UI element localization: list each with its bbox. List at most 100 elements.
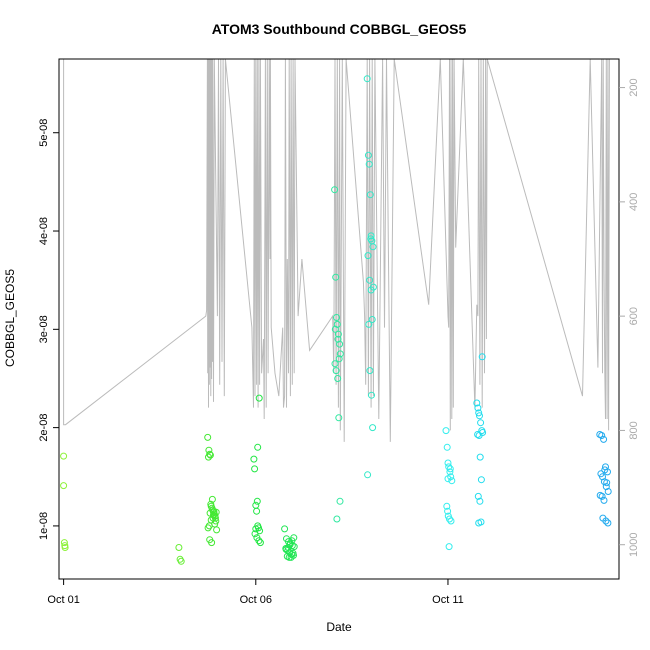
data-point-3-11	[252, 525, 260, 533]
y2-tick-label-2: 600	[628, 307, 640, 325]
data-point-8-15	[478, 353, 486, 361]
data-point-7-0	[442, 427, 450, 435]
data-point-9-15	[599, 514, 607, 522]
data-point-6-16	[367, 235, 375, 243]
data-point-9-16	[601, 466, 609, 474]
data-point-5-2	[333, 314, 340, 321]
data-point-0-2	[60, 539, 68, 547]
data-point-8-7	[474, 431, 482, 438]
data-point-8-11	[474, 492, 482, 500]
data-point-7-3	[445, 463, 453, 471]
data-point-8-2	[475, 409, 483, 417]
data-point-3-7	[251, 530, 259, 538]
data-point-5-6	[336, 350, 344, 358]
data-point-5-5	[336, 340, 344, 348]
data-point-7-2	[444, 459, 452, 467]
data-point-3-12	[254, 443, 262, 451]
data-point-9-1	[598, 432, 606, 439]
scatter-points-layer	[60, 75, 612, 565]
data-point-3-9	[255, 537, 263, 545]
data-point-5-1	[332, 273, 340, 281]
data-point-5-9	[334, 375, 342, 382]
data-point-5-7	[331, 360, 339, 368]
data-point-7-13	[446, 465, 454, 473]
data-point-7-7	[443, 502, 451, 510]
plot-frame	[58, 58, 620, 580]
axes-layer: Oct 01 Oct 06 Oct 11 1e-08 2e-08 3e-08 4e-08 5e…	[38, 78, 640, 606]
data-point-5-10	[335, 414, 343, 422]
data-point-8-1	[474, 404, 482, 412]
data-point-6-3	[366, 191, 374, 199]
data-point-3-3	[253, 507, 261, 515]
data-point-6-2	[365, 160, 373, 168]
data-point-5-8	[332, 367, 340, 375]
data-point-2-3	[206, 451, 214, 459]
data-point-8-3	[476, 412, 483, 420]
data-point-3-1	[251, 465, 259, 473]
data-point-4-12	[285, 553, 293, 561]
data-point-0-1	[60, 482, 68, 490]
data-point-9-12	[600, 496, 608, 504]
data-point-5-14	[331, 325, 339, 333]
data-point-8-14	[475, 519, 483, 527]
data-point-6-0	[363, 75, 371, 83]
y2-tick-label-4: 1000	[628, 532, 640, 556]
data-point-9-14	[604, 519, 612, 527]
data-point-6-1	[364, 151, 372, 159]
data-point-8-12	[476, 497, 484, 505]
data-point-9-17	[603, 479, 611, 487]
data-point-4-0	[281, 525, 289, 533]
chart-title: ATOM3 Southbound COBBGL_GEOS5	[212, 21, 467, 37]
data-point-2-13	[207, 500, 215, 508]
y2-tick-label-1: 400	[628, 193, 640, 211]
data-point-7-10	[447, 517, 455, 525]
y2-tick-label-0: 200	[628, 78, 640, 96]
y-tick-label-3: 4e-08	[38, 217, 50, 245]
data-point-5-0	[331, 186, 339, 194]
x-tick-label-0: Oct 01	[47, 594, 79, 606]
data-point-2-14	[208, 495, 216, 503]
data-point-3-2	[252, 501, 260, 509]
data-point-2-17	[213, 526, 221, 534]
data-point-6-15	[364, 471, 372, 479]
data-point-7-9	[446, 515, 453, 523]
y-tick-label-4: 5e-08	[38, 119, 50, 147]
data-point-3-10	[256, 539, 264, 547]
data-point-6-11	[365, 320, 373, 328]
data-point-0-4	[61, 544, 69, 551]
data-point-2-26	[210, 511, 217, 519]
data-point-7-6	[448, 477, 456, 485]
data-point-0-0	[60, 452, 68, 460]
y-axis-label: COBBGL_GEOS5	[3, 269, 17, 367]
data-point-2-19	[208, 539, 216, 547]
y-tick-label-0: 1e-08	[38, 512, 50, 540]
data-point-4-17	[286, 541, 294, 549]
data-point-4-13	[287, 553, 295, 561]
data-point-5-15	[335, 355, 343, 363]
data-point-4-14	[289, 549, 297, 557]
data-point-6-12	[366, 367, 374, 375]
data-point-2-1	[205, 446, 213, 454]
data-point-7-12	[445, 543, 453, 551]
data-point-2-0	[204, 433, 212, 441]
data-point-8-8	[475, 432, 483, 439]
x-tick-label-1: Oct 06	[240, 594, 272, 606]
data-point-4-15	[282, 546, 290, 553]
data-point-7-4	[446, 468, 454, 476]
y-tick-label-2: 3e-08	[38, 315, 50, 343]
data-point-7-1	[443, 443, 451, 451]
data-point-2-21	[211, 520, 219, 528]
data-point-8-9	[476, 453, 484, 461]
data-point-6-4	[367, 232, 375, 240]
y-tick-label-1: 2e-08	[38, 414, 50, 442]
data-point-9-11	[598, 492, 606, 500]
data-point-6-10	[368, 316, 376, 323]
data-point-8-0	[473, 399, 481, 407]
data-point-6-17	[369, 283, 377, 291]
data-point-5-11	[336, 497, 344, 505]
data-point-2-23	[205, 453, 212, 461]
data-point-6-13	[368, 391, 375, 399]
data-point-8-10	[477, 476, 485, 484]
x-axis-label: Date	[326, 620, 352, 634]
